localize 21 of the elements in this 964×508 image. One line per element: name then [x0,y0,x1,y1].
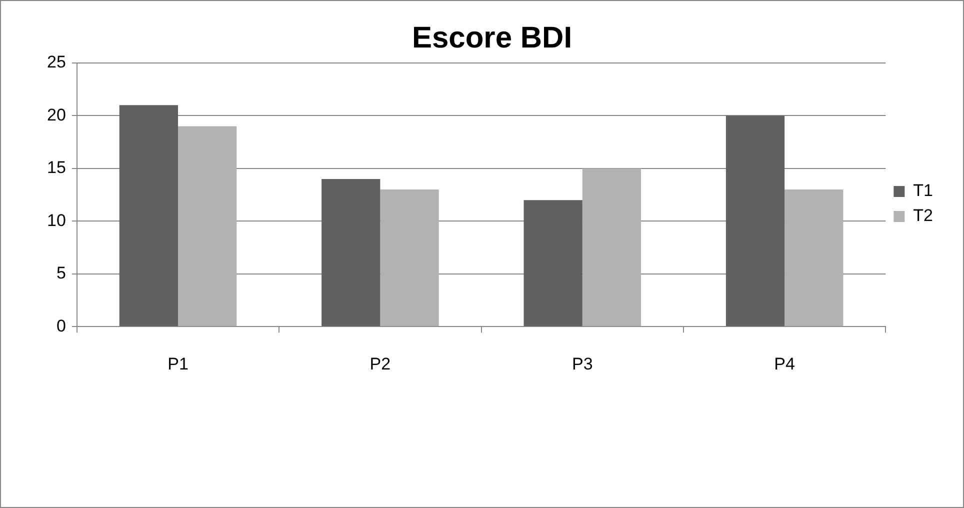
y-tick-label: 10 [46,210,66,230]
x-tick-label: P2 [370,354,391,374]
y-tick-label: 0 [56,316,66,336]
bar [178,126,237,326]
y-tick-label: 25 [46,52,66,72]
chart-title: Escore BDI [412,21,572,54]
legend-label: T1 [913,181,934,200]
y-tick-label: 5 [56,264,66,283]
x-tick-label: P1 [168,354,188,374]
bar [380,190,439,326]
x-tick-label: P3 [572,354,593,374]
y-tick-label: 15 [46,158,66,178]
bar [784,190,844,326]
bar [524,200,582,326]
bar [322,178,380,326]
bar [582,168,642,326]
bar [119,105,178,326]
x-tick-label: P4 [774,354,795,374]
y-tick-label: 20 [46,105,66,124]
bar [726,116,785,326]
legend-label: T2 [913,206,934,226]
